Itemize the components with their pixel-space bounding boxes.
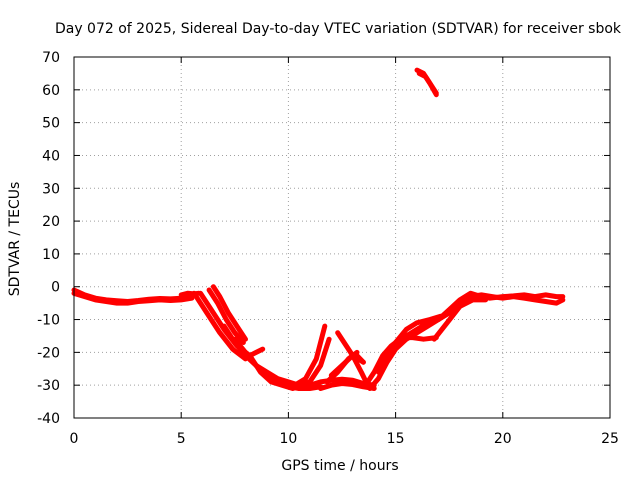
series-line-track-6 <box>210 284 248 342</box>
y-tick-label: 0 <box>51 280 60 296</box>
x-tick-label: 0 <box>70 431 79 447</box>
series-line-track-22 <box>403 290 484 339</box>
series-line-track-12 <box>296 336 332 391</box>
y-tick-label: 40 <box>42 148 60 164</box>
series-line-track-2 <box>71 290 195 306</box>
x-tick-label: 20 <box>494 431 512 447</box>
series-line-track-10 <box>247 353 306 391</box>
y-tick-label: -30 <box>37 378 60 394</box>
series-line-track-18 <box>354 353 366 365</box>
y-tick-label: 30 <box>42 181 60 197</box>
y-tick-label: -10 <box>37 313 60 329</box>
series-line-track-13 <box>307 376 377 388</box>
x-tick-labels: 0 5 10 15 20 25 <box>70 431 619 447</box>
x-axis-label: GPS time / hours <box>281 458 398 474</box>
axis-ticks <box>73 56 611 419</box>
series-line-track-23 <box>431 297 489 342</box>
series-line-track-21 <box>375 313 444 375</box>
x-tick-label: 5 <box>177 431 186 447</box>
chart-title: Day 072 of 2025, Sidereal Day-to-day VTE… <box>55 21 622 37</box>
y-tick-label: 50 <box>42 116 60 132</box>
y-tick-label: -20 <box>37 345 60 361</box>
plot-frame <box>73 56 611 419</box>
series-line-track-27 <box>416 70 439 96</box>
y-axis-label: SDTVAR / TECUs <box>7 182 23 297</box>
x-tick-label: 15 <box>387 431 405 447</box>
series-line-track-25 <box>468 292 566 306</box>
series-line-track-7 <box>206 287 246 345</box>
data-traces <box>71 67 566 391</box>
y-tick-label: 20 <box>42 214 60 230</box>
y-tick-label: 10 <box>42 247 60 263</box>
x-tick-label: 10 <box>279 431 297 447</box>
y-tick-label: -40 <box>37 411 60 427</box>
y-tick-label: 60 <box>42 83 60 99</box>
series-line-track-11 <box>292 323 328 388</box>
y-tick-labels: -40 -30 -20 -10 0 10 20 30 40 50 60 70 <box>37 50 60 427</box>
series-line-track-5 <box>191 290 248 362</box>
y-tick-label: 70 <box>42 50 60 66</box>
x-tick-label: 25 <box>601 431 619 447</box>
series-line-track-17 <box>324 349 360 385</box>
